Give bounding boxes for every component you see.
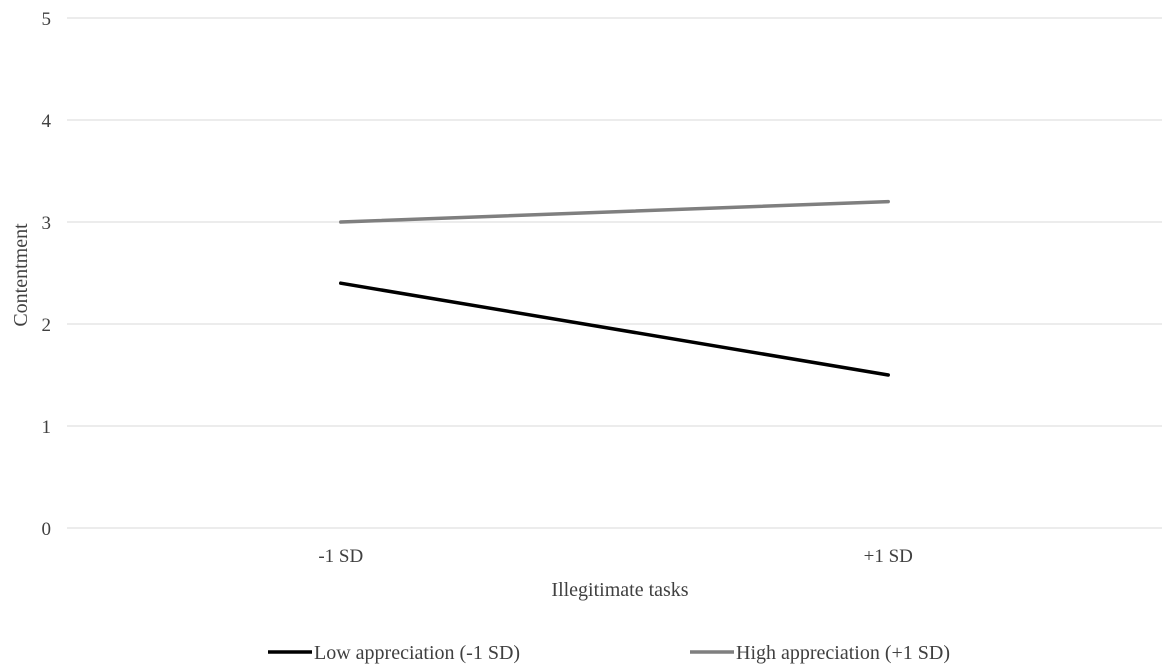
x-tick-label: +1 SD: [864, 546, 913, 567]
x-axis: -1 SD +1 SD: [318, 546, 913, 567]
legend: Low appreciation (-1 SD) High appreciatio…: [268, 642, 950, 664]
y-tick-label: 0: [42, 519, 52, 540]
y-tick-label: 1: [42, 417, 52, 438]
x-axis-title: Illegitimate tasks: [551, 579, 688, 601]
series-line: [339, 199, 890, 224]
y-axis: 0 1 2 3 4 5: [42, 9, 52, 540]
y-tick-label: 2: [42, 315, 52, 336]
legend-label: Low appreciation (-1 SD): [314, 642, 520, 664]
y-axis-title: Contentment: [10, 223, 32, 327]
y-tick-label: 5: [42, 9, 52, 30]
y-tick-label: 4: [42, 111, 52, 132]
grid-lines: [67, 17, 1162, 529]
x-tick-label: -1 SD: [318, 546, 363, 567]
legend-label: High appreciation (+1 SD): [736, 642, 950, 664]
series-line: [339, 281, 890, 377]
plot-series: [339, 199, 890, 377]
y-tick-label: 3: [42, 213, 52, 234]
